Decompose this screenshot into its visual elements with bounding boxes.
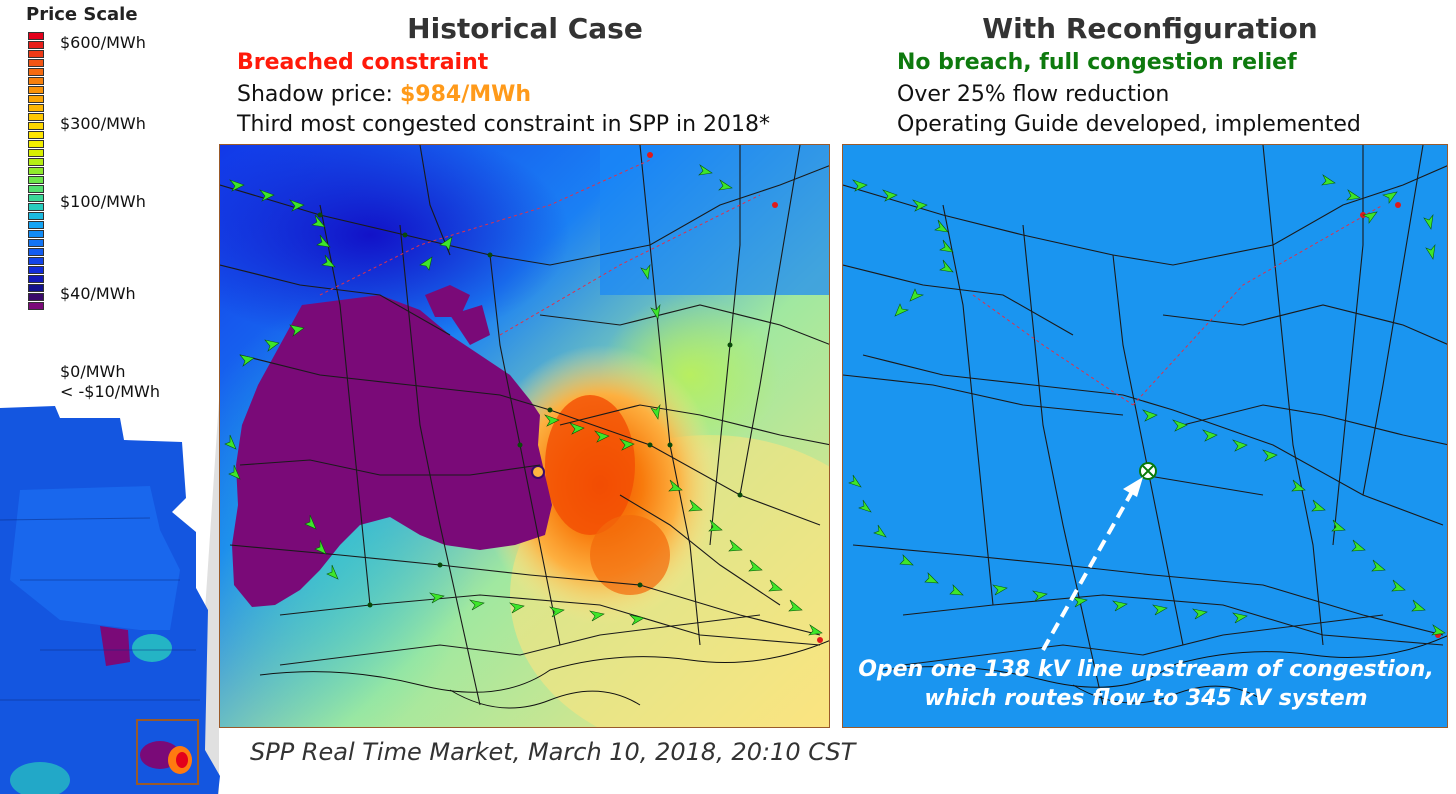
legend-swatch xyxy=(28,194,44,202)
legend-swatch xyxy=(28,266,44,274)
shadow-price-prefix: Shadow price: xyxy=(237,82,400,107)
legend-swatch xyxy=(28,158,44,166)
legend-label-40: $40/MWh xyxy=(60,284,136,303)
legend-swatch xyxy=(28,122,44,130)
legend-swatch xyxy=(28,41,44,49)
legend-swatch xyxy=(28,302,44,310)
market-caption: SPP Real Time Market, March 10, 2018, 20… xyxy=(250,738,856,766)
legend-swatch xyxy=(28,50,44,58)
left-panel-title: Historical Case xyxy=(407,12,643,45)
legend-swatch xyxy=(28,257,44,265)
legend-label-negative: < -$10/MWh xyxy=(60,382,160,401)
shadow-price-line: Shadow price: $984/MWh xyxy=(237,82,531,107)
shadow-price-value: $984/MWh xyxy=(399,82,532,107)
overview-map xyxy=(0,400,220,794)
legend-swatch xyxy=(28,95,44,103)
legend-label-600: $600/MWh xyxy=(60,33,146,52)
legend-swatch xyxy=(28,131,44,139)
reconfiguration-map: Open one 138 kV line upstream of congest… xyxy=(842,144,1448,728)
flow-reduction-line: Over 25% flow reduction xyxy=(897,82,1170,107)
legend-swatch xyxy=(28,230,44,238)
legend-swatch xyxy=(28,203,44,211)
legend-swatch xyxy=(28,140,44,148)
legend-swatch xyxy=(28,32,44,40)
breached-constraint-label: Breached constraint xyxy=(237,50,489,75)
annotation-line-2: which routes flow to 345 kV system xyxy=(924,686,1368,711)
congestion-rank-line: Third most congested constraint in SPP i… xyxy=(237,112,771,137)
legend-label-300: $300/MWh xyxy=(60,114,146,133)
legend-swatch xyxy=(28,176,44,184)
legend-swatch xyxy=(28,167,44,175)
reconfiguration-annotation: Open one 138 kV line upstream of congest… xyxy=(843,657,1447,711)
legend-swatch xyxy=(28,149,44,157)
legend-swatch xyxy=(28,104,44,112)
historical-case-map xyxy=(219,144,830,728)
legend-title: Price Scale xyxy=(26,4,138,25)
legend-label-0: $0/MWh xyxy=(60,362,126,381)
legend-swatch xyxy=(28,185,44,193)
legend-swatch xyxy=(28,86,44,94)
legend-swatch xyxy=(28,212,44,220)
right-panel-title: With Reconfiguration xyxy=(982,12,1318,45)
legend-swatch xyxy=(28,221,44,229)
legend-swatch xyxy=(28,59,44,67)
legend-swatch xyxy=(28,248,44,256)
legend-swatch xyxy=(28,113,44,121)
no-breach-label: No breach, full congestion relief xyxy=(897,50,1297,75)
legend-swatch xyxy=(28,77,44,85)
operating-guide-line: Operating Guide developed, implemented xyxy=(897,112,1361,137)
legend-swatch xyxy=(28,275,44,283)
opened-line-icon xyxy=(1139,462,1157,480)
legend-swatch xyxy=(28,284,44,292)
legend-label-100: $100/MWh xyxy=(60,192,146,211)
price-scale-legend xyxy=(28,32,44,311)
legend-swatch xyxy=(28,68,44,76)
legend-swatch xyxy=(28,239,44,247)
annotation-line-1: Open one 138 kV line upstream of congest… xyxy=(858,657,1434,682)
legend-swatch xyxy=(28,293,44,301)
